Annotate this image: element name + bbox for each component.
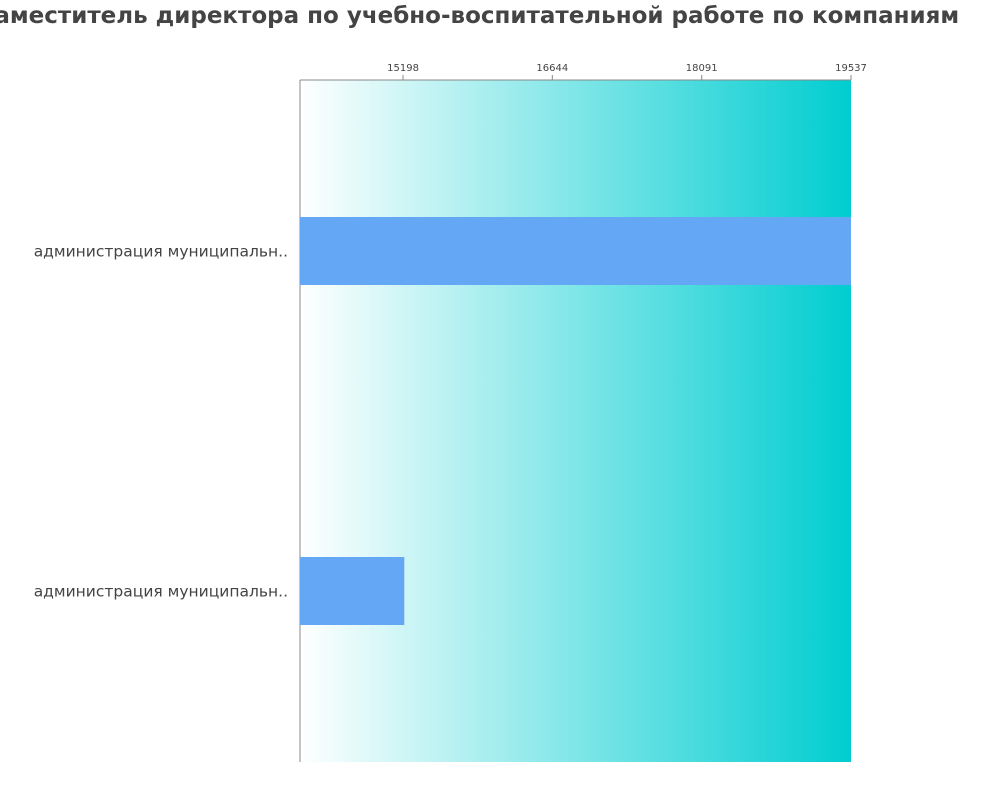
x-tick-label: 15198: [387, 63, 419, 74]
x-tick-label: 16644: [536, 63, 568, 74]
bar: [300, 557, 405, 625]
chart-title: Заместитель директора по учебно-воспитат…: [0, 3, 960, 29]
bar: [300, 217, 851, 285]
x-tick-label: 18091: [686, 63, 718, 74]
plot-background: [300, 80, 851, 762]
category-label: администрация муниципальн..: [34, 243, 288, 261]
category-label: администрация муниципальн..: [34, 583, 288, 601]
x-tick-label: 19537: [835, 63, 867, 74]
